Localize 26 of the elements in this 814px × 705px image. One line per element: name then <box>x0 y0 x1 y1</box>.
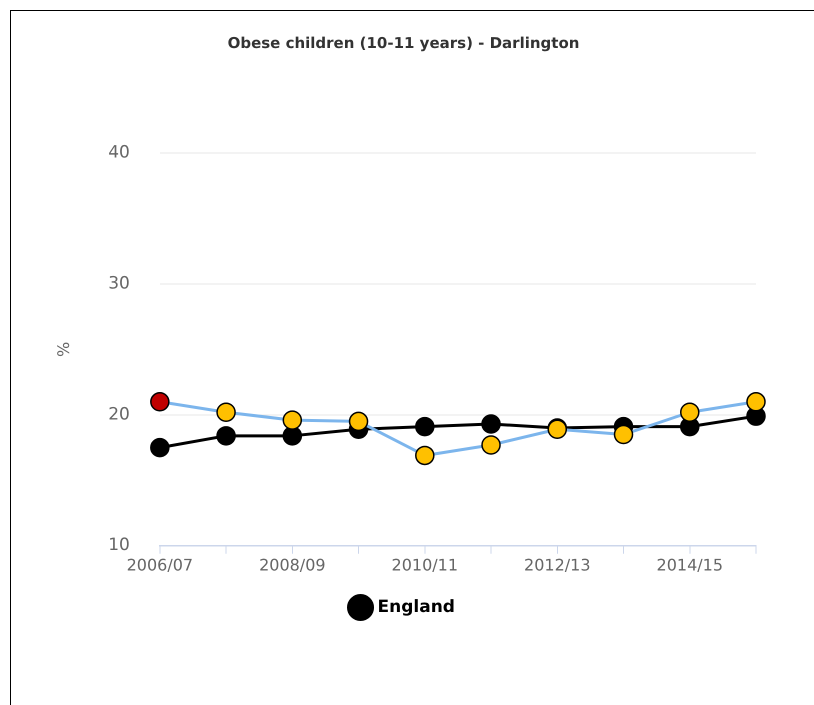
point <box>150 392 170 412</box>
y-tick-label: 30 <box>108 273 130 294</box>
y-tick-label: 40 <box>108 142 130 162</box>
point <box>150 438 170 458</box>
chart-title: Obese children (10-11 years) - Darlington <box>228 34 580 52</box>
point <box>680 402 700 422</box>
point <box>614 424 634 444</box>
point <box>216 402 236 422</box>
point <box>746 392 766 412</box>
x-tick-label: 2006/07 <box>126 556 194 575</box>
point <box>282 426 302 446</box>
y-axis-title: % <box>54 342 73 357</box>
point <box>348 412 368 432</box>
point <box>415 416 435 436</box>
point <box>282 410 302 430</box>
x-tick-label: 2014/15 <box>656 556 723 575</box>
point <box>415 446 435 466</box>
x-tick-label: 2010/11 <box>392 556 458 575</box>
legend-label: England <box>378 596 455 617</box>
x-tick-label: 2008/09 <box>259 556 326 575</box>
y-tick-label: 10 <box>108 535 130 556</box>
point <box>481 435 501 455</box>
point <box>216 426 236 446</box>
y-tick-label: 20 <box>108 404 130 424</box>
x-tick-label: 2012/13 <box>524 556 591 575</box>
point <box>481 414 501 434</box>
